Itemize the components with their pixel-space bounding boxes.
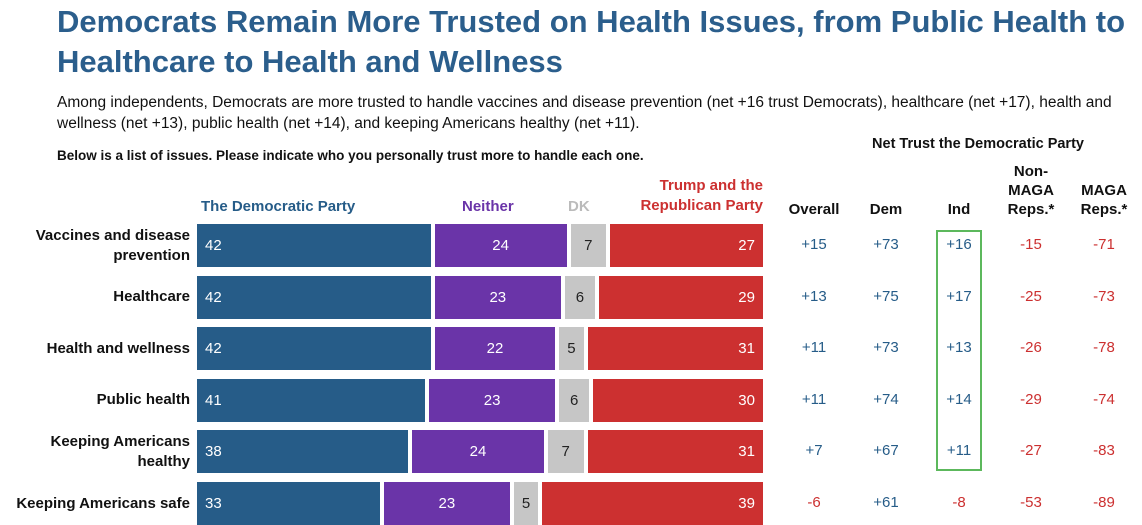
net-value: +13 bbox=[801, 287, 827, 305]
net-trust-header: Net Trust the Democratic Party bbox=[872, 136, 1084, 152]
net-value: -83 bbox=[1093, 442, 1115, 460]
bar-dk: 6 bbox=[564, 275, 595, 319]
bar-dk: 6 bbox=[559, 378, 590, 422]
net-value: -8 bbox=[952, 494, 966, 511]
net-value: -6 bbox=[807, 494, 821, 511]
net-value: -74 bbox=[1093, 390, 1115, 408]
net-value: -78 bbox=[1093, 339, 1115, 357]
net-value: -89 bbox=[1093, 494, 1115, 511]
net-value: +15 bbox=[801, 236, 827, 253]
net-column-header: Non- MAGA Reps.* bbox=[1007, 163, 1055, 218]
net-value: +11 bbox=[801, 339, 827, 357]
row-label: Keeping Americans safe bbox=[16, 494, 190, 512]
bar-rep: 30 bbox=[593, 378, 763, 422]
net-value: +67 bbox=[873, 442, 899, 460]
bar-rep: 31 bbox=[587, 327, 763, 371]
row-label: Health and wellness bbox=[46, 339, 190, 357]
bar-nei: 24 bbox=[412, 430, 544, 474]
bar-dem: 41 bbox=[197, 378, 426, 422]
net-value: +61 bbox=[873, 494, 899, 511]
net-value: +11 bbox=[801, 390, 827, 408]
net-value: +17 bbox=[946, 287, 972, 305]
bar-nei: 22 bbox=[434, 327, 556, 371]
net-column-header: Dem bbox=[869, 201, 903, 218]
bar-dem: 42 bbox=[197, 224, 431, 267]
bar-dk: 7 bbox=[570, 224, 607, 267]
bar-nei: 23 bbox=[383, 482, 510, 525]
net-value: -53 bbox=[1020, 494, 1042, 511]
bar-rep: 27 bbox=[610, 224, 763, 267]
row-label: Keeping Americans healthy bbox=[50, 432, 191, 470]
legend-rep: Trump and the Republican Party bbox=[640, 177, 763, 214]
bar-dk: 5 bbox=[513, 482, 539, 525]
net-value: +75 bbox=[873, 287, 899, 305]
legend-neither: Neither bbox=[462, 198, 514, 215]
ind-highlight-box bbox=[936, 230, 982, 471]
net-value: -27 bbox=[1020, 442, 1042, 460]
net-value: +11 bbox=[946, 442, 972, 460]
net-value: -26 bbox=[1020, 339, 1042, 357]
net-value: -29 bbox=[1020, 390, 1042, 408]
bar-dem: 42 bbox=[197, 327, 431, 371]
bar-rep: 31 bbox=[587, 430, 763, 474]
net-value: +16 bbox=[946, 236, 972, 253]
net-value: +73 bbox=[873, 236, 899, 253]
net-value: +14 bbox=[946, 390, 972, 408]
bar-dem: 33 bbox=[197, 482, 380, 525]
bar-rep: 39 bbox=[542, 482, 763, 525]
legend-dk: DK bbox=[568, 198, 590, 215]
chart-subtitle: Among independents, Democrats are more t… bbox=[57, 94, 1112, 132]
bar-rep: 29 bbox=[598, 275, 763, 319]
net-value: -15 bbox=[1020, 236, 1042, 253]
legend-dem: The Democratic Party bbox=[201, 198, 356, 215]
net-column-header: Ind bbox=[947, 201, 971, 218]
net-value: -73 bbox=[1093, 287, 1115, 305]
bar-nei: 23 bbox=[429, 378, 556, 422]
bar-dk: 5 bbox=[559, 327, 584, 371]
row-label: Healthcare bbox=[113, 288, 190, 306]
bar-nei: 24 bbox=[434, 224, 567, 267]
row-label: Vaccines and disease prevention bbox=[35, 226, 190, 264]
net-value: +74 bbox=[873, 390, 899, 408]
net-column-header: MAGA Reps.* bbox=[1080, 182, 1128, 218]
row-label: Public health bbox=[96, 391, 190, 409]
bar-dem: 38 bbox=[197, 430, 409, 474]
net-column-header: Overall bbox=[788, 201, 840, 218]
net-value: +7 bbox=[805, 442, 823, 460]
net-value: -71 bbox=[1093, 236, 1115, 253]
chart-title: Democrats Remain More Trusted on Health … bbox=[57, 4, 1126, 79]
bar-nei: 23 bbox=[434, 275, 561, 319]
net-value: +73 bbox=[873, 339, 899, 357]
survey-question: Below is a list of issues. Please indica… bbox=[57, 148, 644, 163]
bar-dem: 42 bbox=[197, 275, 431, 319]
net-value: +13 bbox=[946, 339, 972, 357]
net-value: -25 bbox=[1020, 287, 1042, 305]
bar-dk: 7 bbox=[547, 430, 584, 474]
